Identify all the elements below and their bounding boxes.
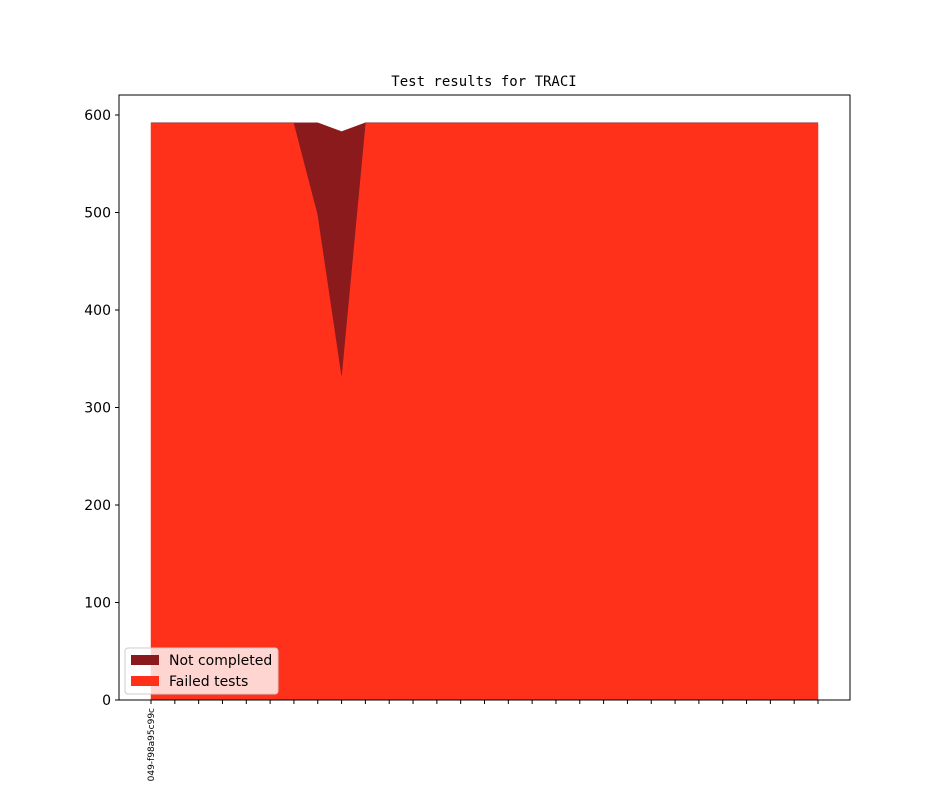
y-tick-label: 600: [84, 108, 111, 124]
legend-box: [124, 647, 279, 695]
legend: Not completed Failed tests: [124, 647, 279, 695]
area: [151, 122, 818, 376]
x-tick-label: 049-f98a95c99c: [147, 708, 157, 781]
chart-title: Test results for TRACI: [391, 74, 576, 90]
y-tick-label: 300: [84, 400, 111, 416]
legend-swatch: [131, 655, 159, 665]
y-tick-label: 500: [84, 205, 111, 221]
y-tick-label: 0: [102, 693, 111, 709]
y-tick-label: 200: [84, 498, 111, 514]
legend-swatch: [131, 676, 159, 686]
y-tick-label: 400: [84, 303, 111, 319]
legend-label: Not completed: [169, 653, 272, 669]
y-tick-label: 100: [84, 595, 111, 611]
area: [150, 122, 819, 701]
legend-label: Failed tests: [169, 674, 248, 690]
